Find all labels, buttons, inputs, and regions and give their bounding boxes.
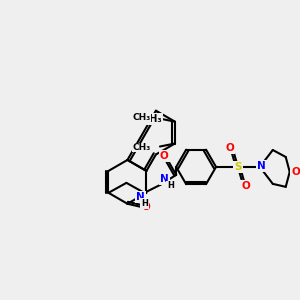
- Text: O: O: [242, 181, 250, 191]
- Text: N: N: [160, 174, 169, 184]
- Text: H: H: [167, 181, 174, 190]
- Text: O: O: [226, 143, 234, 153]
- Text: S: S: [234, 162, 242, 172]
- Text: O: O: [160, 151, 169, 161]
- Text: CH₃: CH₃: [142, 114, 162, 124]
- Text: O: O: [291, 167, 300, 177]
- Text: CH₃: CH₃: [133, 113, 151, 122]
- Text: H: H: [141, 199, 148, 208]
- Text: O: O: [141, 202, 150, 212]
- Text: N: N: [257, 161, 266, 171]
- Text: N: N: [136, 192, 145, 202]
- Text: CH₃: CH₃: [133, 143, 151, 152]
